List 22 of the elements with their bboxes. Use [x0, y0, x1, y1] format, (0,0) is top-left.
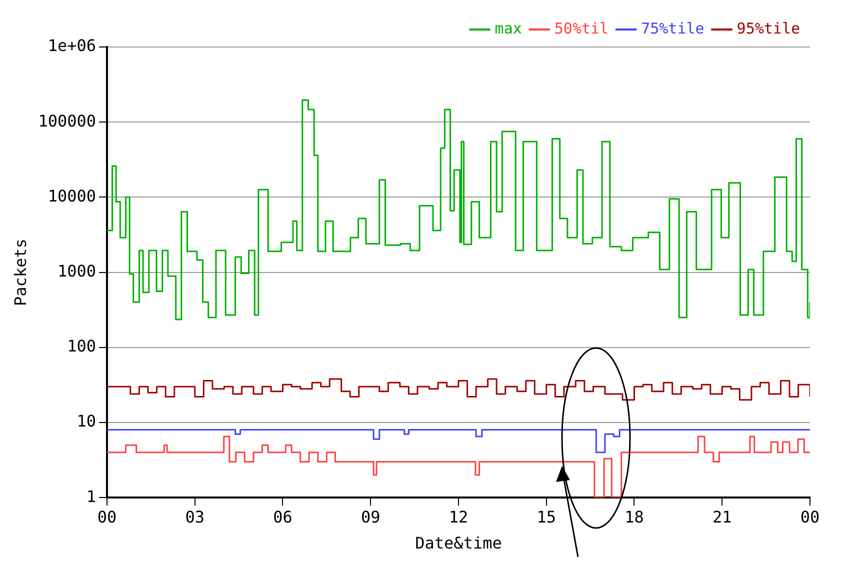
x-tick-label: 00 [800, 507, 820, 526]
y-tick-label: 10000 [48, 186, 96, 206]
x-tick-label: 00 [97, 507, 117, 526]
y-tick-label: 1e+06 [48, 36, 96, 56]
legend-label: 95%tile [736, 19, 800, 38]
y-tick-label: 100 [67, 336, 96, 356]
y-tick-label: 1 [86, 486, 96, 506]
x-axis-title: Date&time [415, 534, 502, 553]
x-tick-label: 03 [185, 507, 205, 526]
legend-label: max [494, 19, 522, 38]
legend-label: 75%tile [641, 19, 704, 38]
x-tick-label: 18 [624, 507, 644, 526]
y-tick-label: 100000 [38, 111, 96, 130]
x-tick-label: 06 [273, 507, 292, 526]
x-tick-label: 15 [536, 507, 556, 526]
x-tick-label: 12 [448, 507, 468, 526]
y-axis-title: Packets [10, 238, 30, 306]
y-tick-label: 1000 [57, 261, 96, 280]
legend-label: 50%til [554, 19, 609, 38]
y-tick-label: 10 [76, 412, 96, 431]
x-tick-label: 09 [360, 507, 380, 526]
x-tick-label: 21 [712, 507, 732, 526]
